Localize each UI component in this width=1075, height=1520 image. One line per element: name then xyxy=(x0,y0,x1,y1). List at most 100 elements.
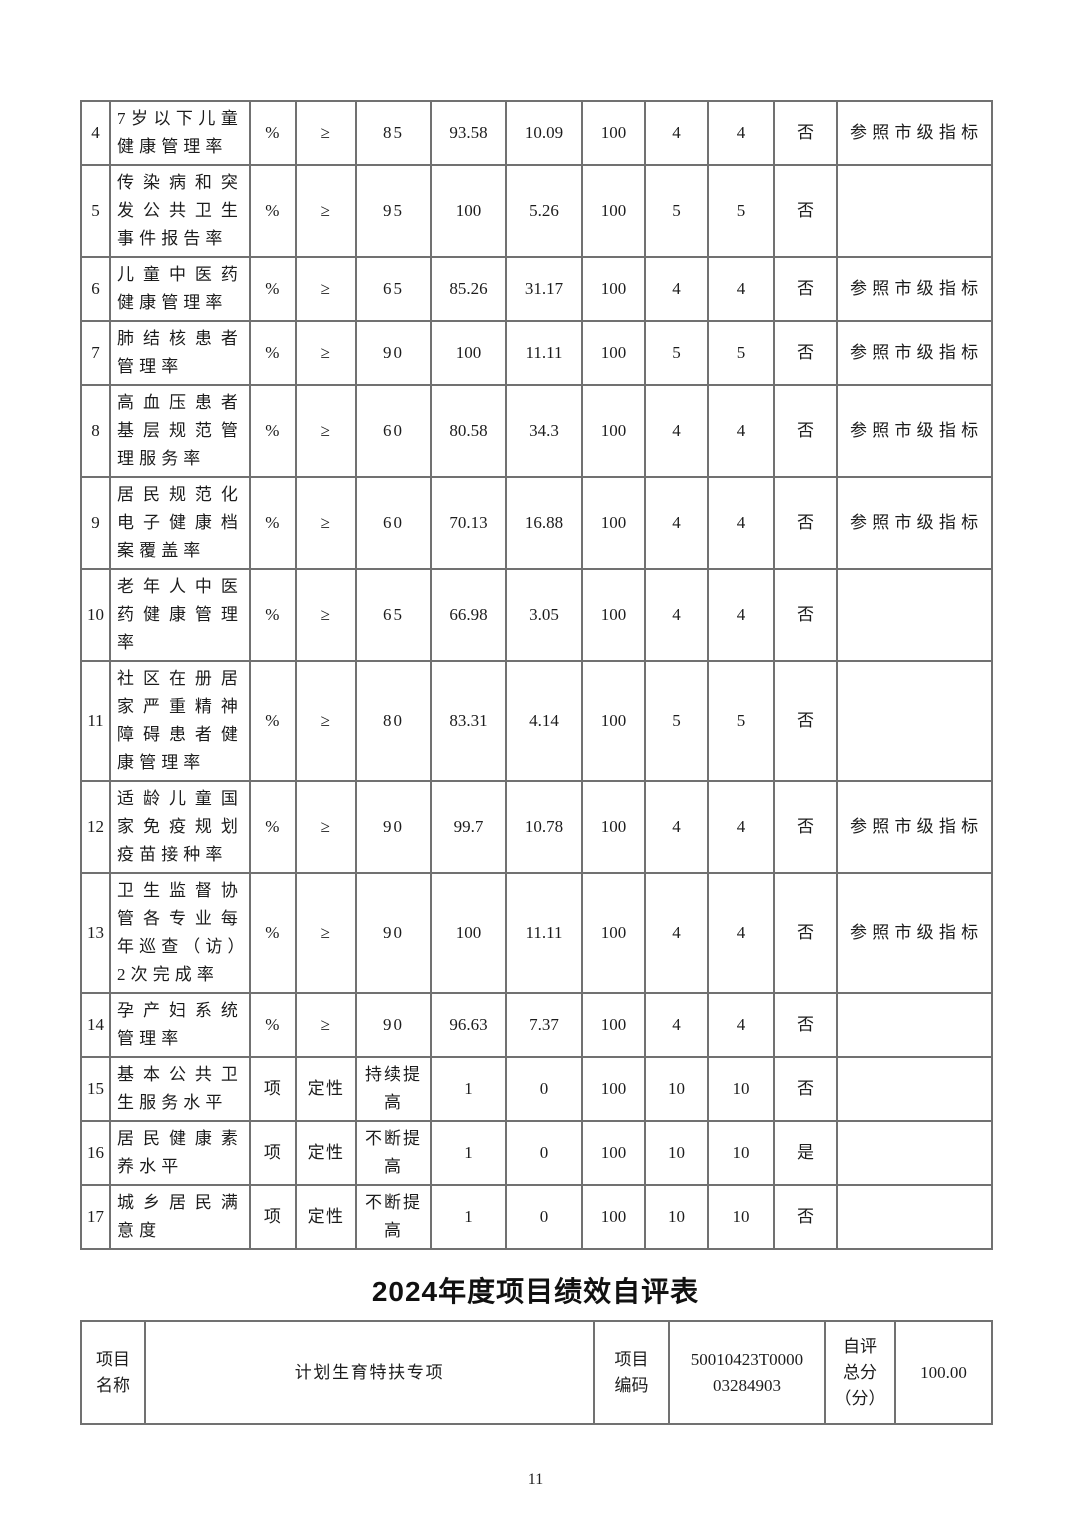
cell-deviation: 31.17 xyxy=(505,256,583,322)
cell-actual: 85.26 xyxy=(430,256,507,322)
cell-actual: 1 xyxy=(430,1184,507,1250)
cell-name: 卫生监督协 管各专业每 年巡查（访） 2次完成率 xyxy=(109,872,251,994)
cell-deviation: 10.09 xyxy=(505,100,583,166)
cell-note xyxy=(836,568,993,662)
cell-adjusted: 否 xyxy=(773,164,838,258)
cell-weight: 100 xyxy=(581,320,646,386)
cell-target: 不断提 高 xyxy=(355,1120,432,1186)
cell-score2: 10 xyxy=(707,1120,775,1186)
cell-score2: 4 xyxy=(707,780,775,874)
indicator-row: 9 居民规范化 电子健康档 案覆盖率% ≥60 70.13 16.88 100 4 4 否参照市级指… xyxy=(80,476,993,570)
cell-deviation: 7.37 xyxy=(505,992,583,1058)
cell-no: 13 xyxy=(80,872,111,994)
cell-no: 7 xyxy=(80,320,111,386)
cell-actual: 100 xyxy=(430,164,507,258)
cell-op: 定性 xyxy=(295,1056,357,1122)
cell-weight: 100 xyxy=(581,872,646,994)
cell-weight: 100 xyxy=(581,256,646,322)
indicator-row: 7 肺结核患者 管理率% ≥90 100 11.11 100 5 5 否参照市级指标 xyxy=(80,320,993,386)
cell-target: 95 xyxy=(355,164,432,258)
cell-score2: 10 xyxy=(707,1056,775,1122)
cell-unit: % xyxy=(249,992,297,1058)
indicator-row: 10 老年人中医 药健康管理率% ≥65 66.98 3.05 100 4 4 否 xyxy=(80,568,993,662)
cell-unit: % xyxy=(249,660,297,782)
cell-op: ≥ xyxy=(295,568,357,662)
cell-target: 90 xyxy=(355,320,432,386)
cell-note: 参照市级指标 xyxy=(836,100,993,166)
cell-name: 适龄儿童国 家免疫规划 疫苗接种率 xyxy=(109,780,251,874)
cell-score2: 5 xyxy=(707,320,775,386)
self-eval-table: 项目 名称 计划生育特扶专项 项目 编码 50010423T0000 03284… xyxy=(80,1320,993,1425)
cell-op: ≥ xyxy=(295,256,357,322)
project-name-value: 计划生育特扶专项 xyxy=(144,1320,595,1425)
indicator-row: 16 居民健康素 养水平项定性 不断提 高 1 0 100 10 10 是 xyxy=(80,1120,993,1186)
cell-target: 持续提 高 xyxy=(355,1056,432,1122)
cell-name: 高血压患者 基层规范管 理服务率 xyxy=(109,384,251,478)
cell-op: ≥ xyxy=(295,660,357,782)
cell-deviation: 0 xyxy=(505,1184,583,1250)
cell-deviation: 11.11 xyxy=(505,872,583,994)
cell-score2: 5 xyxy=(707,164,775,258)
cell-op: ≥ xyxy=(295,384,357,478)
cell-unit: % xyxy=(249,164,297,258)
cell-score: 4 xyxy=(644,384,709,478)
cell-name: 老年人中医 药健康管理率 xyxy=(109,568,251,662)
cell-deviation: 10.78 xyxy=(505,780,583,874)
project-code-value: 50010423T0000 03284903 xyxy=(668,1320,826,1425)
cell-actual: 100 xyxy=(430,320,507,386)
cell-weight: 100 xyxy=(581,992,646,1058)
cell-adjusted: 否 xyxy=(773,1184,838,1250)
cell-weight: 100 xyxy=(581,780,646,874)
self-score-value: 100.00 xyxy=(894,1320,993,1425)
cell-no: 16 xyxy=(80,1120,111,1186)
section-title: 2024年度项目绩效自评表 xyxy=(371,1276,700,1307)
cell-adjusted: 否 xyxy=(773,568,838,662)
cell-note xyxy=(836,660,993,782)
cell-note: 参照市级指标 xyxy=(836,872,993,994)
project-name-label: 项目 名称 xyxy=(80,1320,146,1425)
cell-no: 8 xyxy=(80,384,111,478)
cell-unit: 项 xyxy=(249,1056,297,1122)
cell-actual: 93.58 xyxy=(430,100,507,166)
indicator-row: 6 儿童中医药 健康管理率% ≥65 85.26 31.17 100 4 4 否参照市级指标 xyxy=(80,256,993,322)
cell-score2: 4 xyxy=(707,100,775,166)
cell-name: 传染病和突 发公共卫生 事件报告率 xyxy=(109,164,251,258)
cell-actual: 1 xyxy=(430,1120,507,1186)
cell-score: 4 xyxy=(644,476,709,570)
cell-score: 4 xyxy=(644,100,709,166)
cell-note xyxy=(836,1184,993,1250)
cell-deviation: 3.05 xyxy=(505,568,583,662)
cell-weight: 100 xyxy=(581,476,646,570)
indicator-row: 17 城乡居民满 意度项定性 不断提 高 1 0 100 10 10 否 xyxy=(80,1184,993,1250)
cell-score2: 10 xyxy=(707,1184,775,1250)
cell-deviation: 34.3 xyxy=(505,384,583,478)
cell-score2: 4 xyxy=(707,872,775,994)
cell-score2: 4 xyxy=(707,568,775,662)
cell-score2: 5 xyxy=(707,660,775,782)
cell-unit: % xyxy=(249,568,297,662)
cell-note: 参照市级指标 xyxy=(836,320,993,386)
cell-adjusted: 否 xyxy=(773,780,838,874)
cell-note xyxy=(836,1056,993,1122)
cell-score2: 4 xyxy=(707,476,775,570)
cell-op: ≥ xyxy=(295,872,357,994)
cell-unit: % xyxy=(249,256,297,322)
cell-score: 10 xyxy=(644,1184,709,1250)
cell-adjusted: 否 xyxy=(773,476,838,570)
cell-name: 儿童中医药 健康管理率 xyxy=(109,256,251,322)
indicator-row: 13 卫生监督协 管各专业每 年巡查（访） 2次完成率% ≥90 100 11.11 100 4 4… xyxy=(80,872,993,994)
cell-actual: 83.31 xyxy=(430,660,507,782)
cell-deviation: 11.11 xyxy=(505,320,583,386)
cell-target: 80 xyxy=(355,660,432,782)
cell-no: 17 xyxy=(80,1184,111,1250)
cell-adjusted: 否 xyxy=(773,384,838,478)
cell-no: 9 xyxy=(80,476,111,570)
cell-actual: 1 xyxy=(430,1056,507,1122)
cell-target: 90 xyxy=(355,992,432,1058)
cell-op: ≥ xyxy=(295,100,357,166)
cell-op: 定性 xyxy=(295,1184,357,1250)
cell-adjusted: 否 xyxy=(773,660,838,782)
cell-adjusted: 是 xyxy=(773,1120,838,1186)
cell-weight: 100 xyxy=(581,384,646,478)
cell-op: ≥ xyxy=(295,992,357,1058)
